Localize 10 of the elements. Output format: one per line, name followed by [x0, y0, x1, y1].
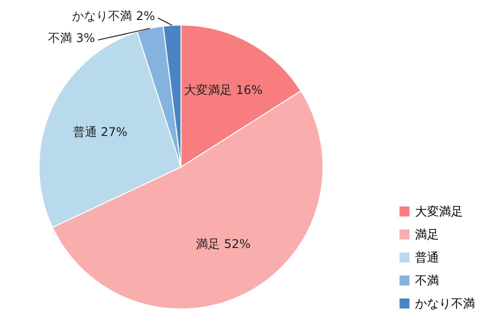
legend-label: 普通 [415, 250, 439, 264]
legend-label: 満足 [415, 228, 439, 242]
legend-label: 不満 [415, 274, 439, 288]
data-label: 満足 52% [196, 237, 251, 252]
data-label: 普通 27% [72, 125, 128, 140]
data-label: かなり不満 2% [72, 9, 155, 23]
legend-label: 大変満足 [415, 204, 463, 218]
data-label: 大変満足 16% [184, 82, 263, 97]
legend-label: かなり不満 [415, 296, 475, 310]
data-label: 不満 3% [48, 31, 95, 45]
